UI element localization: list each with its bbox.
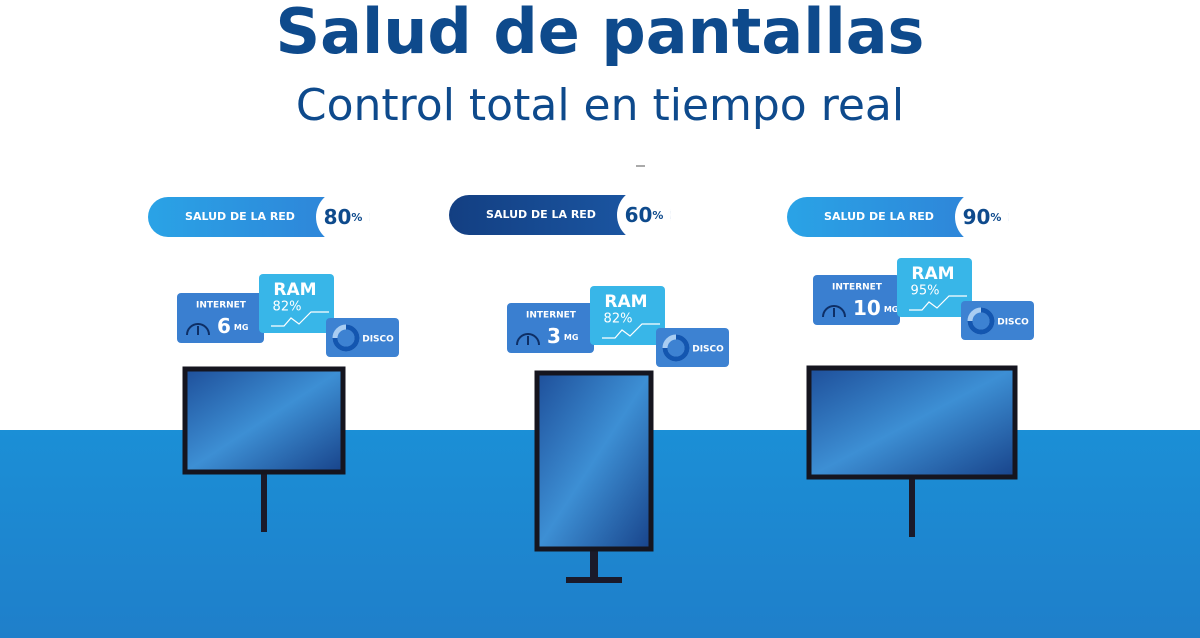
- disk-label: DISCO: [997, 318, 1029, 328]
- health-unit: %: [351, 211, 362, 224]
- screen-base: [566, 577, 622, 583]
- health-badge: [316, 190, 370, 244]
- screen: [806, 365, 1018, 480]
- disk-ring: [967, 307, 995, 335]
- ram-label: RAM: [911, 264, 954, 284]
- health-pill: [148, 197, 370, 237]
- disk-label: DISCO: [692, 345, 724, 355]
- screen-stand: [909, 477, 915, 537]
- ram-card: [897, 258, 972, 317]
- health-label: SALUD DE LA RED: [486, 208, 596, 221]
- health-value: 60%: [625, 203, 664, 227]
- gauge-icon: [822, 305, 846, 318]
- gauge-icon: [186, 323, 210, 336]
- disk-ring: [662, 334, 690, 362]
- health-value: 90%: [963, 205, 1002, 229]
- ram-label: RAM: [273, 280, 316, 300]
- internet-label: INTERNET: [832, 283, 883, 293]
- screen-stand: [590, 549, 598, 579]
- health-badge: [955, 190, 1009, 244]
- health-pill: [787, 197, 1009, 237]
- health-number: 90: [963, 205, 991, 229]
- health-label: SALUD DE LA RED: [185, 210, 295, 223]
- health-value: 80%: [324, 205, 363, 229]
- disk-label: DISCO: [362, 335, 394, 345]
- internet-label: INTERNET: [526, 311, 577, 321]
- internet-number: 10: [853, 296, 881, 320]
- internet-unit: MG: [234, 323, 249, 332]
- ram-sparkline: [909, 295, 967, 311]
- health-unit: %: [990, 211, 1001, 224]
- internet-value: 10 MG: [853, 296, 898, 320]
- screen: [182, 366, 346, 475]
- health-badge: [617, 188, 671, 242]
- ram-value: 95%: [911, 284, 940, 299]
- internet-unit: MG: [564, 333, 579, 342]
- screen: [534, 370, 654, 552]
- ram-value: 82%: [604, 312, 633, 327]
- internet-number: 3: [547, 324, 561, 348]
- gauge-icon: [516, 333, 540, 346]
- health-number: 60: [625, 203, 653, 227]
- subtitle: Control total en tiempo real: [296, 80, 904, 131]
- ram-card: [590, 286, 665, 345]
- internet-value: 3 MG: [547, 324, 578, 348]
- health-label: SALUD DE LA RED: [824, 210, 934, 223]
- health-unit: %: [652, 209, 663, 222]
- internet-unit: MG: [884, 305, 899, 314]
- internet-number: 6: [217, 314, 231, 338]
- internet-value: 6 MG: [217, 314, 248, 338]
- ram-sparkline: [602, 323, 660, 339]
- ram-value: 82%: [273, 300, 302, 315]
- ram-card: [259, 274, 334, 333]
- title: Salud de pantallas: [276, 0, 925, 68]
- ram-sparkline: [271, 311, 329, 327]
- screen-stand: [261, 472, 267, 532]
- health-number: 80: [324, 205, 352, 229]
- ram-label: RAM: [604, 292, 647, 312]
- internet-label: INTERNET: [196, 301, 247, 311]
- health-pill: [449, 195, 671, 235]
- disk-ring: [332, 324, 360, 352]
